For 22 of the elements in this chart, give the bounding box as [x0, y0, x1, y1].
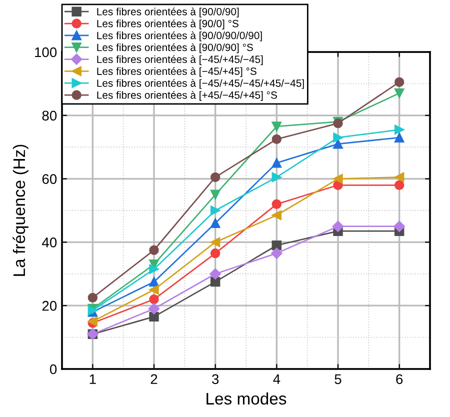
x-tick-label: 2 [150, 374, 158, 384]
legend-label: Les fibres orientées à [90/0/90] °S [97, 43, 253, 54]
x-tick-label: 6 [396, 374, 403, 384]
y-tick-label: 0 [50, 364, 57, 374]
legend-label: Les fibres orientées à [−45/+45/−45] [97, 55, 263, 66]
y-tick-label: 40 [42, 238, 57, 248]
legend-label: Les fibres orientées à [90/0/90/0/90] [97, 31, 262, 42]
y-tick-label: 20 [42, 300, 57, 311]
x-tick-label: 5 [334, 374, 342, 384]
x-tick-label: 4 [273, 374, 280, 384]
x-tick-label: 3 [212, 374, 219, 384]
legend-label: Les fibres orientées à [+45/−45/+45] °S [97, 90, 277, 101]
y-tick-label: 60 [42, 174, 57, 184]
legend-label: Les fibres orientées à [−45/+45] °S [97, 67, 256, 77]
y-tick-label: 80 [42, 110, 57, 121]
legend-label: Les fibres orientées à [90/0] °S [97, 19, 238, 30]
x-tick-label: 1 [90, 374, 96, 384]
y-tick-label: 100 [35, 47, 57, 58]
legend-label: Les fibres orientées à [90/0/90] [97, 8, 239, 18]
x-axis-title: Les modes [206, 392, 286, 405]
y-axis-title: La fréquence (Hz) [12, 144, 28, 276]
legend-label: Les fibres orientées à [−45/+45/−45/+45/−45] [97, 79, 304, 89]
